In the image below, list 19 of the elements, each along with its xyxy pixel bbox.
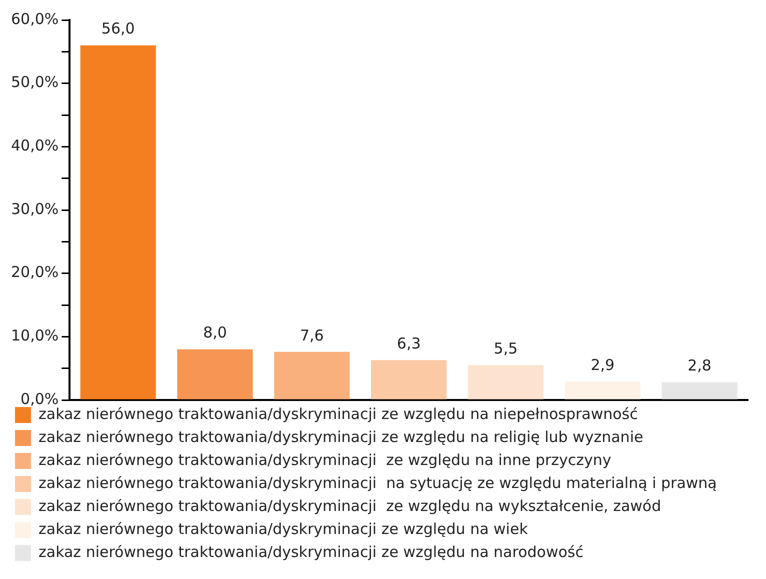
data-label: 6,3	[396, 334, 421, 352]
data-label: 2,9	[590, 356, 615, 374]
y-tick-label: 40,0%	[10, 136, 59, 155]
legend-label: zakaz nierównego traktowania/dyskryminacji na sytuację ze względu materialną i prawną	[38, 474, 717, 492]
data-label: 5,5	[494, 340, 518, 358]
data-label: 8,0	[203, 324, 227, 342]
data-label: 56,0	[101, 20, 135, 38]
y-tick-label: 20,0%	[10, 263, 59, 282]
y-tick-label: 10,0%	[10, 326, 59, 345]
data-label: 7,6	[300, 326, 324, 344]
legend-label: zakaz nierównego traktowania/dyskryminacji ze względu na inne przyczyny	[38, 450, 612, 469]
legend-label: zakaz nierównego traktowania/dyskryminacji ze względu na wiek	[38, 520, 528, 538]
legend-label: zakaz nierównego traktowania/dyskryminacji ze względu na narodowość	[38, 542, 584, 561]
y-tick-label: 30,0%	[10, 200, 59, 218]
legend-label: zakaz nierównego traktowania/dyskryminacji ze względu na religię lub wyznanie	[38, 428, 644, 446]
data-label: 2,8	[688, 356, 712, 375]
y-tick-label: 60,0%	[10, 10, 59, 28]
y-tick-label: 50,0%	[10, 73, 59, 92]
legend-label: zakaz nierównego traktowania/dyskryminacji ze względu na wykształcenie, zawód	[38, 496, 662, 515]
